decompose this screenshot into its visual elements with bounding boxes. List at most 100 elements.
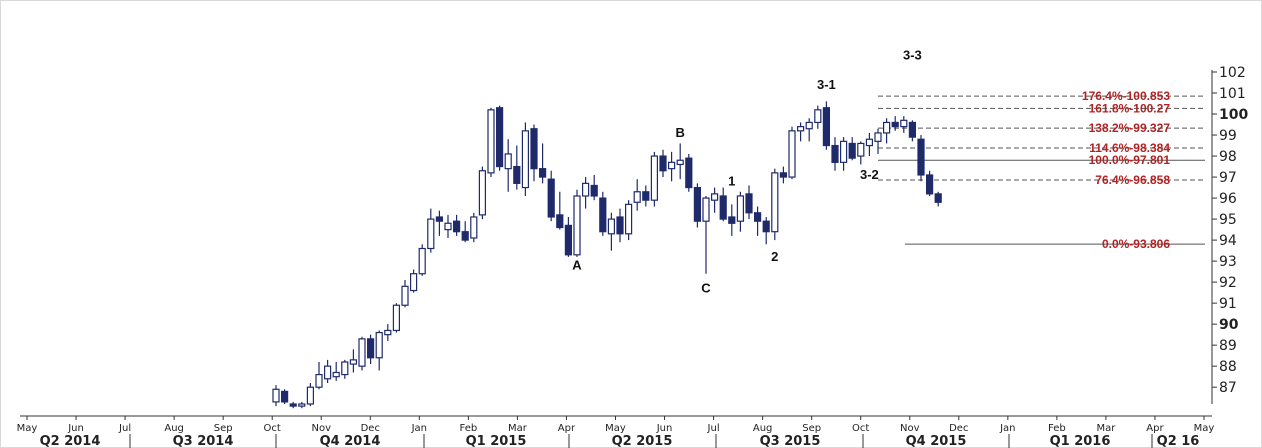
- bullish-candle: [341, 361, 349, 376]
- month-label: Jun: [656, 423, 673, 434]
- bearish-candle: [779, 172, 788, 178]
- bullish-candle: [521, 130, 530, 189]
- quarter-label: Q4 2015: [906, 434, 967, 448]
- bearish-candle: [848, 142, 856, 159]
- month-label: Jan: [411, 423, 427, 434]
- bullish-candle: [478, 170, 486, 216]
- bearish-candle: [822, 107, 831, 147]
- bearish-candle: [891, 121, 899, 128]
- bearish-candle: [719, 195, 727, 220]
- month-label: Apr: [558, 423, 576, 434]
- y-tick-label: 102: [1219, 65, 1246, 81]
- fib-level-label: 76.4%-96.858: [1095, 173, 1170, 187]
- fib-level-label: 161.8%-100.27: [1089, 101, 1171, 115]
- candles: [272, 101, 942, 409]
- quarter-label: Q2 2015: [612, 434, 673, 448]
- month-label: Jun: [67, 423, 84, 434]
- y-tick-label: 90: [1219, 317, 1239, 333]
- y-tick-label: 92: [1219, 275, 1237, 291]
- bullish-candle: [874, 132, 882, 142]
- bullish-candle: [315, 373, 323, 388]
- bearish-candle: [925, 174, 934, 195]
- month-label: Sep: [802, 423, 821, 434]
- bearish-candle: [556, 214, 564, 229]
- wave-labels: A B C 1 2 3-1 3-2 3-3: [572, 47, 921, 295]
- bearish-candle: [538, 168, 547, 178]
- bullish-candle: [814, 109, 822, 124]
- y-tick-label: 87: [1219, 380, 1237, 396]
- x-axis: May Jun Jul Aug Sep Oct Nov Dec Jan Feb Mar Apr May J…: [17, 415, 1214, 448]
- wave-label: A: [572, 258, 582, 273]
- bullish-candle: [306, 386, 314, 405]
- bullish-candle: [332, 371, 340, 378]
- bullish-candle: [401, 285, 409, 306]
- bearish-candle: [659, 155, 667, 172]
- bearish-candle: [435, 216, 443, 222]
- bearish-candle: [908, 121, 917, 138]
- bullish-candle: [736, 195, 745, 222]
- bearish-candle: [496, 107, 504, 168]
- bullish-candle: [667, 161, 676, 170]
- bullish-candle: [882, 121, 891, 134]
- y-tick-label: 88: [1219, 359, 1237, 375]
- bearish-candle: [693, 186, 702, 222]
- month-label: Jan: [999, 423, 1015, 434]
- bullish-candle: [272, 388, 280, 403]
- bullish-candle: [702, 197, 710, 222]
- month-label: Jul: [118, 423, 131, 434]
- bullish-candle: [865, 138, 874, 147]
- bearish-candle: [590, 184, 598, 197]
- wave-label: 1: [728, 173, 735, 188]
- bearish-candle: [831, 144, 839, 163]
- fib-level-label: 176.4%-100.853: [1082, 89, 1170, 103]
- wave-label: C: [701, 281, 711, 296]
- bullish-candle: [650, 155, 659, 201]
- bullish-candle: [349, 359, 357, 365]
- bearish-candle: [762, 220, 770, 233]
- month-label: Mar: [1096, 423, 1116, 434]
- month-label: Dec: [949, 423, 968, 434]
- bullish-candle: [607, 218, 616, 235]
- y-tick-label: 93: [1219, 254, 1237, 270]
- bullish-candle: [900, 119, 908, 128]
- bullish-candle: [324, 365, 332, 380]
- bullish-candle: [375, 331, 383, 359]
- bullish-candle: [470, 216, 478, 239]
- month-label: Aug: [164, 423, 184, 434]
- bullish-candle: [410, 273, 418, 292]
- bullish-candle: [857, 142, 865, 157]
- month-label: Aug: [753, 423, 773, 434]
- bearish-candle: [685, 157, 693, 189]
- quarter-label: Q3 2015: [760, 434, 821, 448]
- bullish-candle: [796, 126, 805, 132]
- bullish-candle: [392, 304, 400, 332]
- bullish-candle: [358, 338, 366, 367]
- quarter-label: Q2 16: [1157, 434, 1200, 448]
- bearish-candle: [289, 403, 297, 407]
- wave-label: 2: [771, 249, 778, 264]
- bearish-candle: [513, 165, 521, 184]
- month-label: Nov: [311, 423, 331, 434]
- bearish-candle: [530, 128, 538, 170]
- y-tick-label: 96: [1219, 191, 1237, 207]
- bearish-candle: [461, 231, 469, 241]
- bullish-candle: [427, 218, 435, 250]
- bullish-candle: [298, 403, 306, 407]
- month-label: Mar: [508, 423, 528, 434]
- wave-label: B: [676, 125, 685, 140]
- month-label: Oct: [264, 423, 281, 434]
- bearish-candle: [728, 216, 736, 224]
- y-tick-label: 91: [1219, 296, 1237, 312]
- bearish-candle: [642, 191, 650, 201]
- y-tick-label: 98: [1219, 149, 1237, 165]
- fib-level-label: 100.0%-97.801: [1089, 153, 1171, 167]
- wave-label: 3-2: [860, 167, 879, 182]
- wave-label: 3-3: [903, 47, 922, 62]
- bullish-candle: [444, 222, 452, 231]
- bearish-candle: [745, 193, 753, 214]
- bearish-candle: [453, 220, 461, 233]
- bullish-candle: [633, 191, 641, 203]
- wave-label: 3-1: [817, 77, 836, 92]
